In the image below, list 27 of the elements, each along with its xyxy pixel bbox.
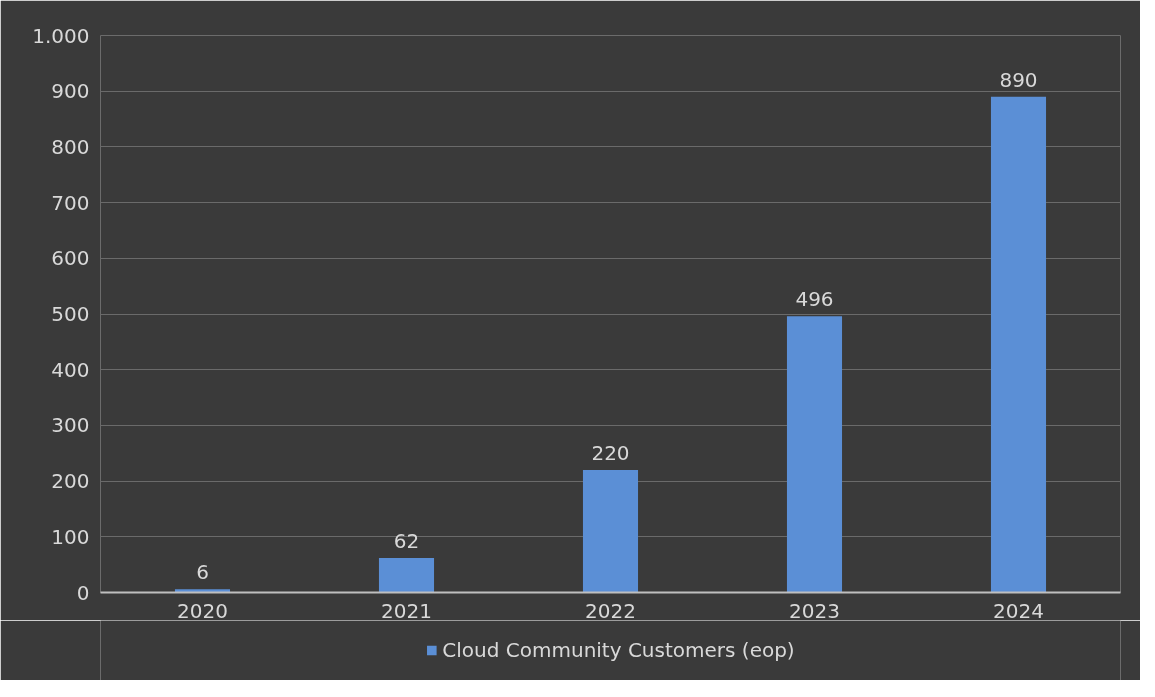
x-tick-label: 2023	[789, 598, 840, 623]
bar	[786, 316, 843, 593]
y-tick-label: 500	[51, 302, 90, 326]
x-tick-label: 2021	[381, 598, 432, 623]
data-label: 496	[795, 287, 834, 312]
y-tick-label: 100	[51, 524, 90, 549]
bar	[378, 557, 435, 593]
bar	[174, 589, 231, 593]
bar	[582, 469, 639, 593]
y-tick-label: 0	[76, 580, 90, 605]
y-tick-label: 600	[51, 246, 90, 271]
y-tick-label: 800	[51, 134, 90, 159]
x-tick-label: 2022	[585, 598, 636, 623]
data-label: 220	[591, 440, 630, 465]
x-tick-label: 2024	[993, 598, 1044, 623]
data-label: 62	[393, 528, 420, 553]
x-tick-label: 2020	[177, 598, 228, 623]
y-tick-label: 400	[51, 357, 90, 382]
y-tick-label: 200	[51, 469, 90, 494]
data-label: 6	[196, 560, 209, 585]
y-tick-label: 1.000	[32, 23, 90, 48]
data-label: 890	[999, 67, 1038, 92]
y-tick-label: 900	[51, 79, 90, 104]
y-tick-label: 300	[51, 413, 90, 438]
legend-label: Cloud Community Customers (eop)	[442, 638, 795, 662]
bar	[990, 96, 1047, 593]
y-tick-label: 700	[51, 190, 90, 215]
